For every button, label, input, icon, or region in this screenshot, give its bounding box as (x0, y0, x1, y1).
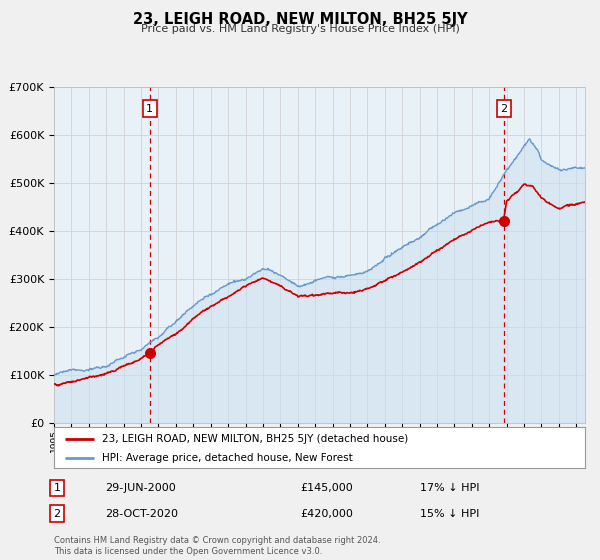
Text: Price paid vs. HM Land Registry's House Price Index (HPI): Price paid vs. HM Land Registry's House … (140, 24, 460, 34)
Text: 2: 2 (53, 508, 61, 519)
Text: HPI: Average price, detached house, New Forest: HPI: Average price, detached house, New … (102, 452, 353, 463)
Text: £145,000: £145,000 (300, 483, 353, 493)
Text: 15% ↓ HPI: 15% ↓ HPI (420, 508, 479, 519)
Text: 1: 1 (146, 104, 153, 114)
Text: 29-JUN-2000: 29-JUN-2000 (105, 483, 176, 493)
Text: Contains HM Land Registry data © Crown copyright and database right 2024.
This d: Contains HM Land Registry data © Crown c… (54, 536, 380, 556)
Text: 23, LEIGH ROAD, NEW MILTON, BH25 5JY (detached house): 23, LEIGH ROAD, NEW MILTON, BH25 5JY (de… (102, 433, 408, 444)
Text: 23, LEIGH ROAD, NEW MILTON, BH25 5JY: 23, LEIGH ROAD, NEW MILTON, BH25 5JY (133, 12, 467, 27)
Text: 2: 2 (500, 104, 507, 114)
Text: £420,000: £420,000 (300, 508, 353, 519)
Text: 1: 1 (53, 483, 61, 493)
Text: 28-OCT-2020: 28-OCT-2020 (105, 508, 178, 519)
Text: 17% ↓ HPI: 17% ↓ HPI (420, 483, 479, 493)
